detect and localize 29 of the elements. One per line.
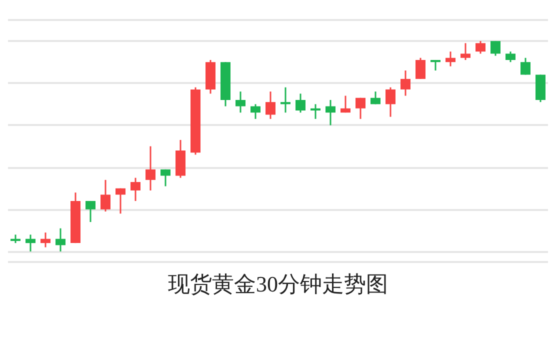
candlestick — [340, 95, 350, 114]
candlestick — [40, 232, 50, 248]
text: 现货黄金30分钟走势图 — [168, 272, 388, 296]
candlestick — [310, 103, 320, 120]
candlestick — [86, 200, 96, 223]
candlestick — [386, 86, 396, 118]
candlestick — [490, 40, 500, 57]
candlestick — [266, 90, 276, 120]
candlestick — [146, 146, 156, 192]
candlestick — [400, 70, 410, 97]
candlestick — [56, 228, 66, 252]
candlestick — [520, 57, 530, 76]
candlestick — [100, 179, 110, 212]
candlestick — [370, 90, 380, 105]
candlestick — [250, 103, 260, 120]
candlestick — [460, 42, 470, 61]
candlestick — [416, 57, 426, 80]
candlestick — [116, 188, 126, 214]
candlestick — [160, 168, 170, 187]
candlestick — [356, 97, 366, 120]
candlestick — [236, 90, 246, 114]
candlestick — [280, 86, 290, 114]
candlestick — [130, 177, 140, 202]
candlestick — [506, 50, 516, 63]
candlestick — [326, 99, 336, 126]
candlestick — [296, 92, 306, 114]
candlestick — [26, 234, 36, 252]
candlestick — [476, 40, 486, 54]
candlestick — [446, 50, 456, 68]
